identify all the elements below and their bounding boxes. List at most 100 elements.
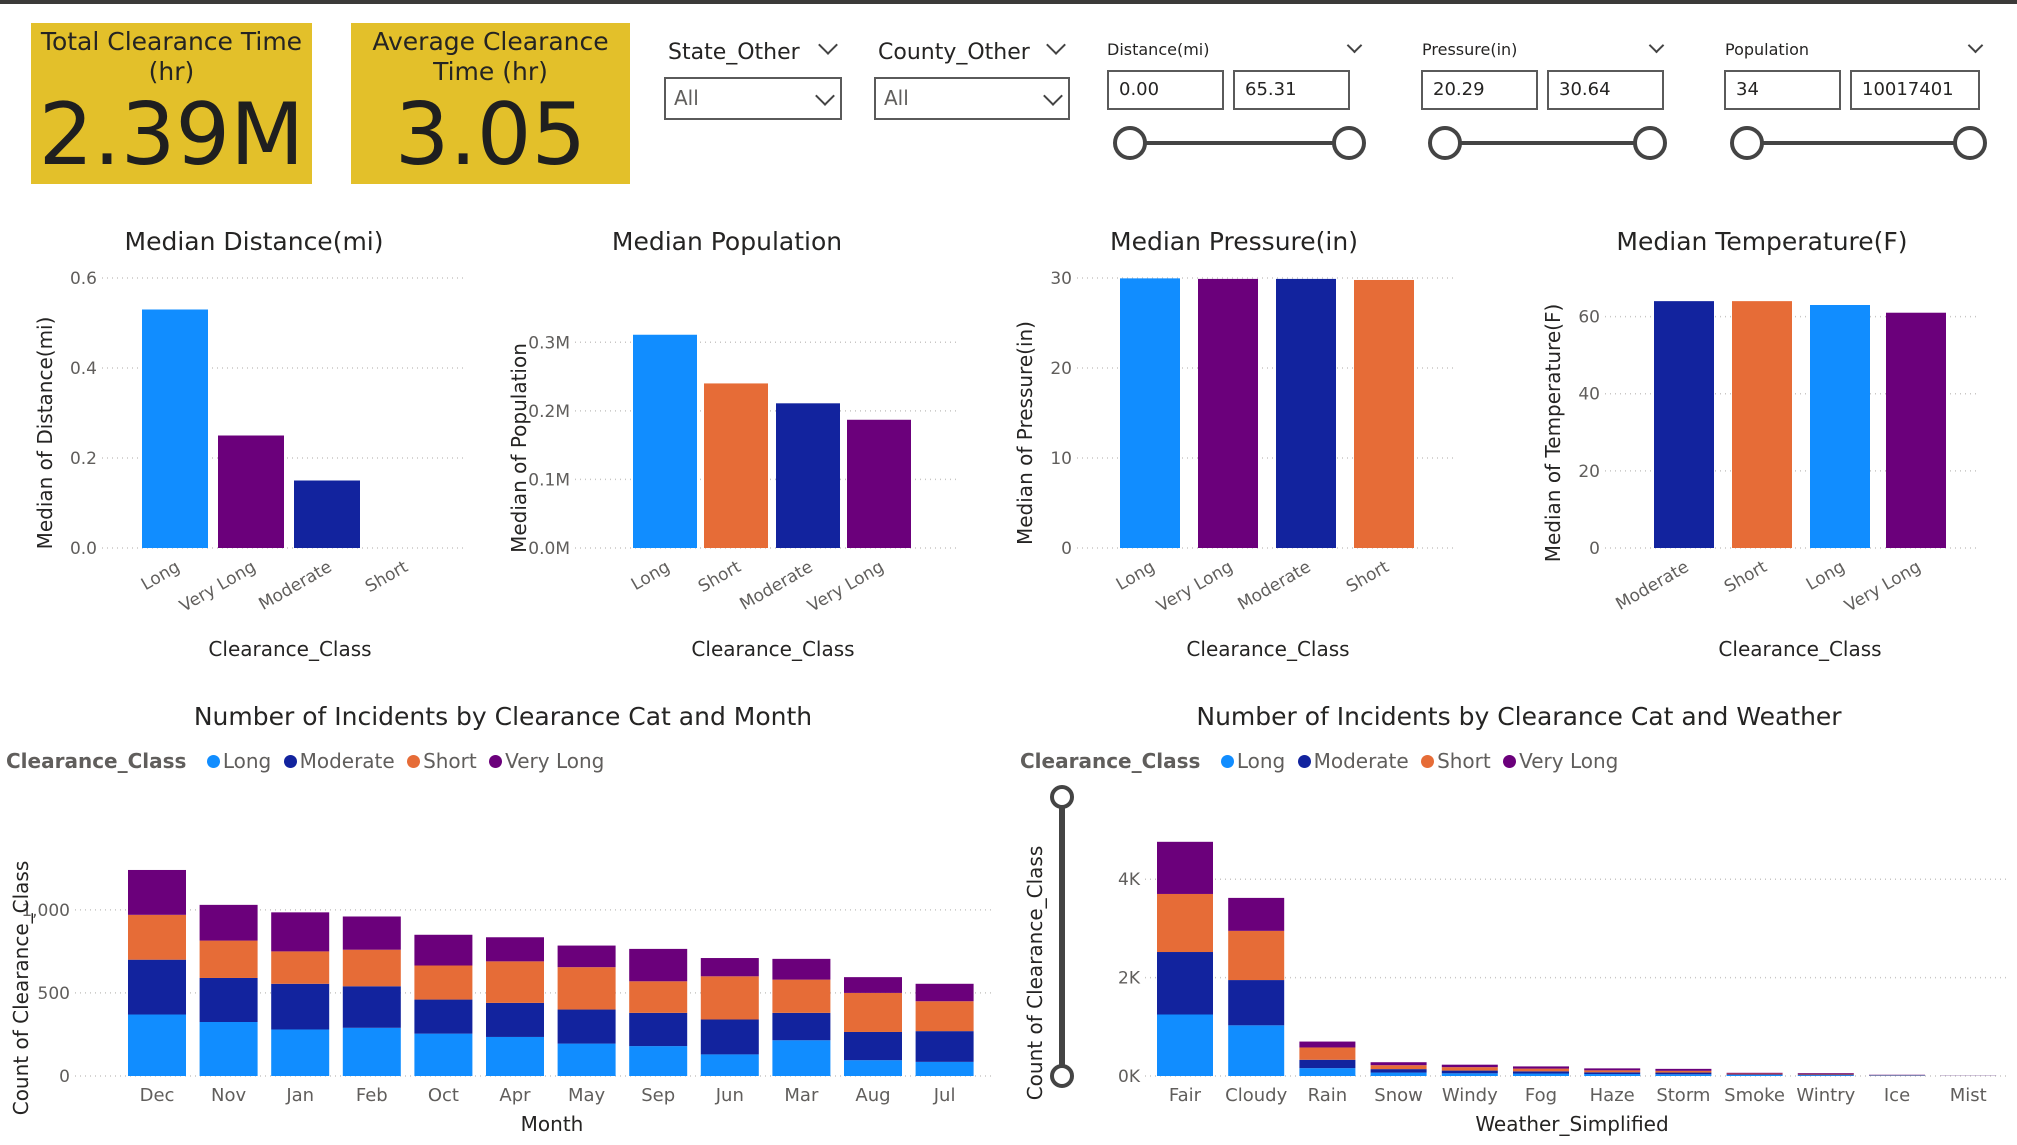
bar-segment: [700, 958, 759, 977]
kpi-title: Total Clearance Time (hr): [40, 27, 303, 86]
x-tick-label: Sep: [641, 1085, 675, 1106]
bar-segment: [1370, 1069, 1427, 1073]
x-tick-label: Jan: [285, 1085, 314, 1106]
bar-segment: [342, 949, 401, 987]
legend-item-moderate[interactable]: Moderate: [280, 749, 395, 773]
population-max-input[interactable]: 10017401: [1850, 70, 1980, 110]
bar-segment: [1441, 1073, 1498, 1076]
x-tick-label: Nov: [211, 1085, 246, 1106]
legend-dot: [1220, 755, 1234, 768]
bar-segment: [772, 1040, 831, 1076]
x-tick-label: Long: [628, 557, 674, 595]
legend-month-chart: Clearance_Class Long Moderate Short Very…: [6, 749, 606, 773]
population-slider-max-handle[interactable]: [1953, 126, 1987, 160]
pressure-slider-min-handle[interactable]: [1428, 126, 1462, 160]
bar-segment: [915, 1001, 974, 1032]
kpi-total-clearance-time[interactable]: Total Clearance Time (hr) 2.39M: [31, 23, 312, 184]
y-tick-label: 0.1M: [528, 470, 570, 490]
x-tick-label: May: [568, 1085, 606, 1106]
bar: [1276, 278, 1336, 548]
bar-segment: [772, 958, 831, 980]
bar-segment: [844, 1031, 902, 1061]
legend-item-long[interactable]: Long: [203, 749, 271, 773]
bar-segment: [486, 937, 544, 962]
zoom-slider-bottom-handle[interactable]: [1050, 1064, 1074, 1088]
bar-segment: [1299, 1041, 1356, 1048]
zoom-slider-top-handle[interactable]: [1050, 785, 1074, 809]
bar-segment: [128, 914, 186, 960]
bar-segment: [486, 1036, 544, 1076]
bar-segment: [1228, 1025, 1285, 1076]
bar-segment: [915, 1061, 974, 1076]
state-dropdown[interactable]: All: [664, 77, 842, 120]
population-slider-min-handle[interactable]: [1730, 126, 1764, 160]
y-tick-label: 2K: [1118, 969, 1141, 989]
distance-slider-min-handle[interactable]: [1113, 126, 1147, 160]
pressure-max-input[interactable]: 30.64: [1547, 70, 1664, 110]
legend-item-long[interactable]: Long: [1217, 749, 1285, 773]
x-tick-label: Haze: [1590, 1085, 1635, 1106]
distance-max-input[interactable]: 65.31: [1233, 70, 1350, 110]
bar: [847, 419, 911, 548]
county-dropdown[interactable]: All: [874, 77, 1070, 120]
chart-title: Number of Incidents by Clearance Cat and…: [1196, 702, 1842, 731]
x-tick-label: Smoke: [1724, 1085, 1785, 1106]
x-tick-label: Short: [1721, 557, 1771, 597]
state-slicer-title: State_Other: [668, 40, 800, 65]
distance-slider-track[interactable]: [1131, 141, 1349, 145]
bar-segment: [1513, 1068, 1569, 1072]
kpi-average-clearance-time[interactable]: Average Clearance Time (hr) 3.05: [351, 23, 630, 184]
kpi-value: 3.05: [394, 85, 587, 185]
bar-segment: [342, 916, 401, 950]
bar-segment: [342, 1027, 401, 1076]
bar-segment: [128, 1014, 186, 1076]
chart-title: Number of Incidents by Clearance Cat and…: [194, 702, 812, 731]
x-tick-label: Windy: [1442, 1085, 1498, 1106]
legend-label: Moderate: [299, 749, 395, 773]
bar-segment: [128, 869, 186, 915]
legend-item-short[interactable]: Short: [403, 749, 477, 773]
bar-segment: [486, 1002, 544, 1037]
legend-item-moderate[interactable]: Moderate: [1294, 749, 1409, 773]
y-axis-label: Median of Distance(mi): [33, 317, 57, 550]
x-tick-label: Very Long: [1153, 557, 1236, 617]
legend-label: Long: [222, 749, 272, 773]
bar: [1654, 301, 1714, 548]
bar-segment: [414, 999, 473, 1034]
chart-title: Median Population: [612, 227, 842, 256]
x-tick-label: Very Long: [804, 557, 887, 617]
y-axis-label: Median of Temperature(F): [1541, 304, 1565, 563]
pressure-slider-max-handle[interactable]: [1633, 126, 1667, 160]
legend-item-short[interactable]: Short: [1417, 749, 1491, 773]
y-tick-label: 1,000: [21, 901, 70, 921]
bar: [776, 403, 840, 548]
y-axis-label: Median of Pressure(in): [1013, 321, 1037, 545]
distance-min-input[interactable]: 0.00: [1107, 70, 1224, 110]
pressure-slider-track[interactable]: [1446, 141, 1651, 145]
population-slider-track[interactable]: [1748, 141, 1970, 145]
bar-segment: [772, 1012, 831, 1041]
pressure-min-input[interactable]: 20.29: [1421, 70, 1538, 110]
bar-segment: [1441, 1070, 1498, 1074]
x-axis-label: Clearance_Class: [1718, 637, 1881, 661]
bar: [704, 383, 768, 548]
distance-slicer-title: Distance(mi): [1107, 40, 1210, 59]
population-min-input[interactable]: 34: [1724, 70, 1841, 110]
kpi-title: Average Clearance Time (hr): [372, 27, 609, 86]
x-axis-label: Clearance_Class: [208, 637, 371, 661]
bar-segment: [1157, 952, 1213, 1015]
bar-segment: [629, 1046, 688, 1076]
x-axis-label: Weather_Simplified: [1475, 1112, 1668, 1136]
bar-segment: [844, 1060, 902, 1076]
bar: [142, 309, 208, 548]
legend-item-very-long[interactable]: Very Long: [485, 749, 604, 773]
bar: [1354, 279, 1414, 548]
y-axis-label: Count of Clearance_Class: [9, 861, 33, 1116]
distance-slider-max-handle[interactable]: [1332, 126, 1366, 160]
legend-item-very-long[interactable]: Very Long: [1499, 749, 1618, 773]
bar-segment: [557, 945, 616, 968]
legend-dot: [1297, 755, 1311, 768]
legend-label: Short: [1437, 749, 1491, 773]
x-tick-label: Very Long: [176, 557, 259, 617]
